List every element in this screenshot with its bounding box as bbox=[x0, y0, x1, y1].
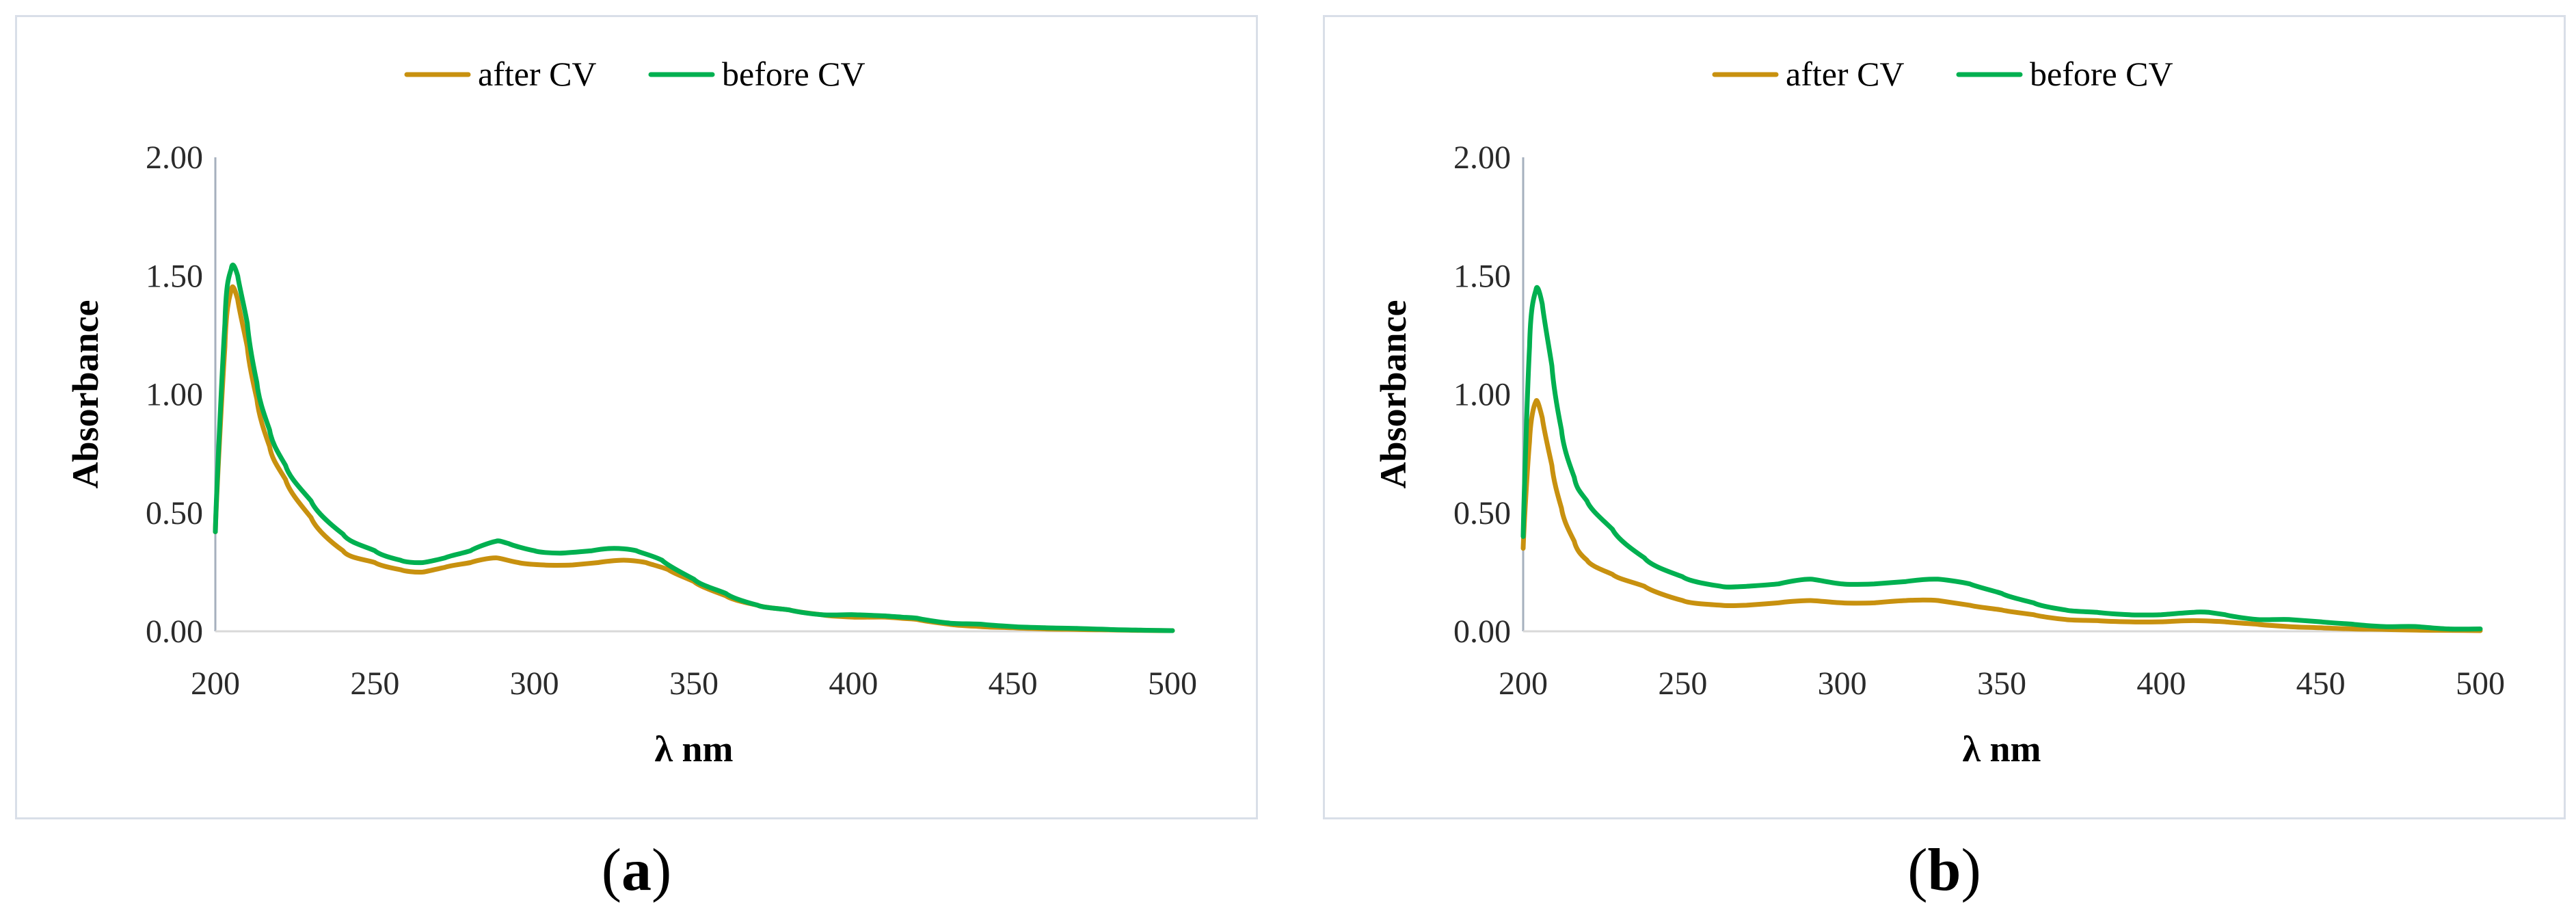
y-tick-label: 1.00 bbox=[146, 377, 203, 413]
x-tick-label: 500 bbox=[1148, 666, 1197, 702]
chart-panel-a: 0.00 0.50 1.00 1.50 2.00 200 250 300 350 400 450 50… bbox=[15, 15, 1258, 819]
y-axis-title: Absorbance bbox=[1373, 300, 1414, 488]
x-tick-label: 350 bbox=[1977, 666, 2026, 702]
y-tick-label: 0.00 bbox=[1453, 614, 1511, 650]
x-tick-label: 200 bbox=[1499, 666, 1548, 702]
x-tick-label: 500 bbox=[2456, 666, 2505, 702]
legend-label: before CV bbox=[722, 55, 866, 93]
panel-label-a: a bbox=[621, 837, 652, 904]
panel-label-b: b bbox=[1927, 837, 1961, 904]
x-tick-label: 250 bbox=[350, 666, 399, 702]
series-line-before-cv bbox=[213, 263, 1175, 633]
x-tick-label: 450 bbox=[2296, 666, 2346, 702]
chart-b-svg: 0.00 0.50 1.00 1.50 2.00 200 250 300 350 400 450 50… bbox=[1373, 55, 2505, 769]
y-tick-label: 0.50 bbox=[1453, 495, 1511, 531]
y-axis-title: Absorbance bbox=[65, 300, 106, 488]
x-tick-label: 350 bbox=[669, 666, 719, 702]
legend-label: after CV bbox=[478, 55, 597, 93]
y-tick-label: 1.50 bbox=[146, 258, 203, 294]
x-tick-label: 250 bbox=[1658, 666, 1707, 702]
x-axis-title: λ nm bbox=[654, 728, 733, 769]
chart-a-svg: 0.00 0.50 1.00 1.50 2.00 200 250 300 350 400 450 50… bbox=[65, 55, 1197, 769]
legend-label: after CV bbox=[1786, 55, 1905, 93]
x-tick-label: 300 bbox=[510, 666, 559, 702]
series-line-before-cv bbox=[1520, 285, 2483, 632]
panel-caption-b: (b) bbox=[1907, 837, 1981, 904]
x-tick-label: 200 bbox=[191, 666, 240, 702]
y-tick-label: 0.50 bbox=[146, 495, 203, 531]
x-tick-label: 300 bbox=[1818, 666, 1867, 702]
y-tick-label: 1.50 bbox=[1453, 258, 1511, 294]
series-line-after-cv bbox=[1520, 398, 2483, 633]
y-tick-label: 2.00 bbox=[1453, 140, 1511, 176]
x-tick-label: 400 bbox=[829, 666, 878, 702]
y-tick-label: 2.00 bbox=[146, 140, 203, 176]
x-tick-label: 450 bbox=[989, 666, 1038, 702]
chart-panel-b: 0.00 0.50 1.00 1.50 2.00 200 250 300 350 400 450 50… bbox=[1323, 15, 2566, 819]
panel-caption-a: (a) bbox=[601, 837, 672, 904]
y-tick-label: 0.00 bbox=[146, 614, 203, 650]
legend-label: before CV bbox=[2030, 55, 2173, 93]
x-axis-title: λ nm bbox=[1962, 728, 2041, 769]
y-tick-label: 1.00 bbox=[1453, 377, 1511, 413]
x-tick-label: 400 bbox=[2136, 666, 2186, 702]
